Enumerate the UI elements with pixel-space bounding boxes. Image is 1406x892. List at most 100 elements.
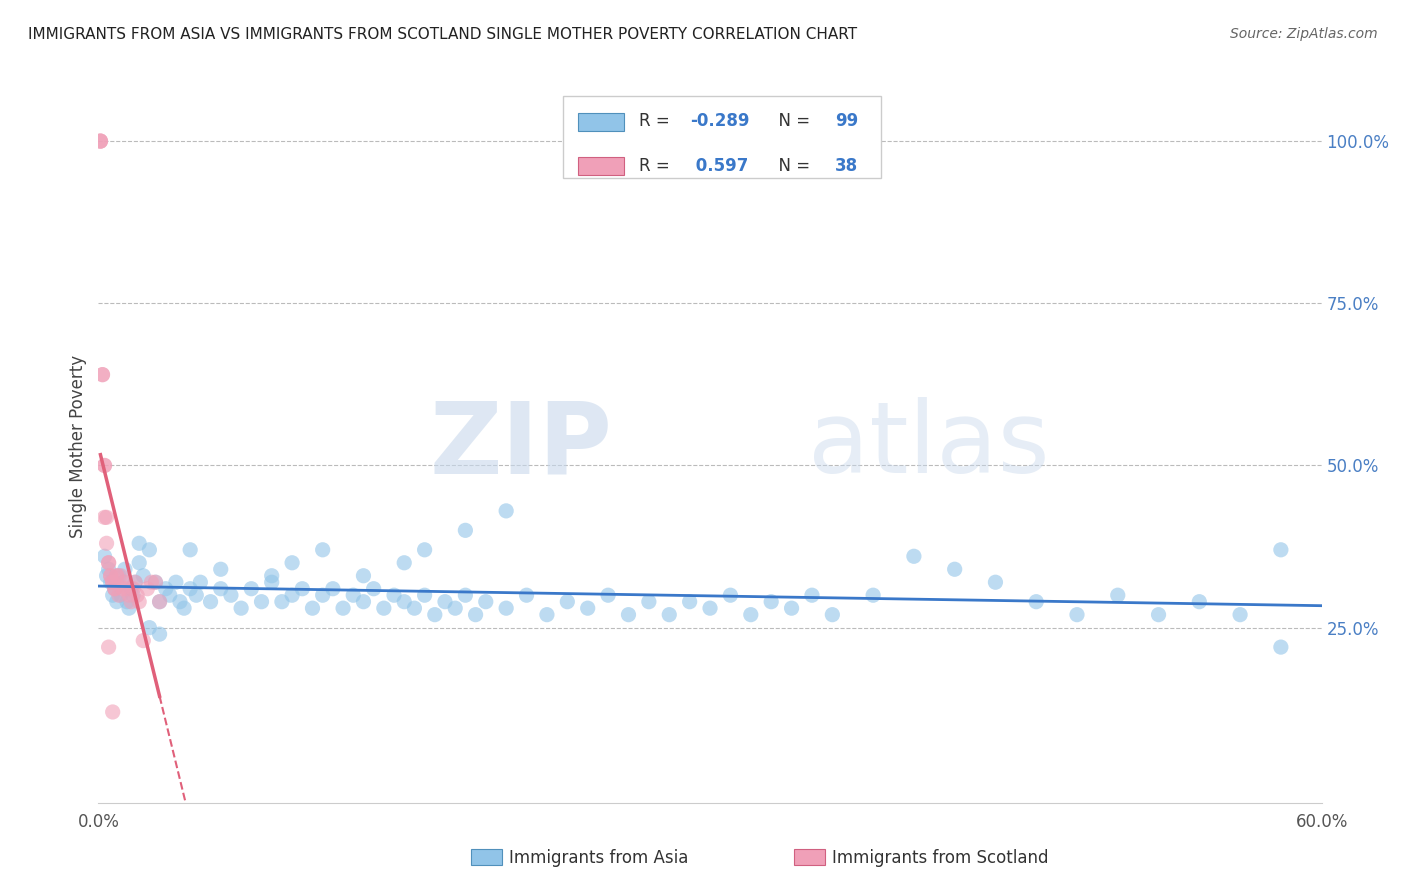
Point xyxy=(761,595,783,609)
Text: 38: 38 xyxy=(835,157,858,175)
Point xyxy=(536,607,558,622)
Point xyxy=(104,582,127,596)
Point xyxy=(89,134,111,148)
Point xyxy=(179,542,201,557)
Text: -0.289: -0.289 xyxy=(690,112,749,130)
Point xyxy=(943,562,966,576)
Point xyxy=(89,134,111,148)
Point xyxy=(122,588,145,602)
Point xyxy=(720,588,742,602)
Point xyxy=(114,575,136,590)
Point xyxy=(260,568,283,582)
Point xyxy=(108,588,131,602)
Point xyxy=(1270,542,1292,557)
Point xyxy=(291,582,314,596)
Text: IMMIGRANTS FROM ASIA VS IMMIGRANTS FROM SCOTLAND SINGLE MOTHER POVERTY CORRELATI: IMMIGRANTS FROM ASIA VS IMMIGRANTS FROM … xyxy=(28,27,858,42)
Point xyxy=(984,575,1007,590)
Point xyxy=(363,582,385,596)
Point xyxy=(101,705,124,719)
Point xyxy=(1270,640,1292,654)
Point xyxy=(260,575,283,590)
Y-axis label: Single Mother Poverty: Single Mother Poverty xyxy=(69,354,87,538)
Point xyxy=(474,595,498,609)
Point xyxy=(93,549,115,564)
Point xyxy=(342,588,364,602)
Point xyxy=(576,601,599,615)
Point xyxy=(699,601,721,615)
Point xyxy=(132,568,155,582)
Point xyxy=(598,588,620,602)
Point xyxy=(114,562,136,576)
Text: Source: ZipAtlas.com: Source: ZipAtlas.com xyxy=(1230,27,1378,41)
Point xyxy=(128,536,150,550)
Point xyxy=(169,595,191,609)
Point xyxy=(495,504,517,518)
Point xyxy=(434,595,457,609)
Point xyxy=(352,568,374,582)
Point xyxy=(352,595,374,609)
Point xyxy=(270,595,294,609)
Point xyxy=(301,601,323,615)
Point xyxy=(124,575,146,590)
Point xyxy=(404,601,426,615)
Point xyxy=(638,595,661,609)
Point xyxy=(101,588,124,602)
Point xyxy=(382,588,405,602)
Point xyxy=(159,588,181,602)
Point xyxy=(454,588,477,602)
Point xyxy=(145,575,167,590)
Point xyxy=(97,562,120,576)
Point xyxy=(118,588,141,602)
Point xyxy=(903,549,925,564)
Point xyxy=(464,607,486,622)
Point xyxy=(679,595,702,609)
Point xyxy=(100,568,122,582)
Text: Immigrants from Asia: Immigrants from Asia xyxy=(509,849,689,867)
Point xyxy=(322,582,344,596)
Point xyxy=(93,510,115,524)
Point xyxy=(740,607,762,622)
Point xyxy=(105,568,128,582)
Point xyxy=(97,556,120,570)
Point xyxy=(1107,588,1129,602)
Text: 99: 99 xyxy=(835,112,858,130)
Point xyxy=(96,568,118,582)
Point xyxy=(110,568,132,582)
Bar xyxy=(578,112,624,130)
Text: N =: N = xyxy=(768,157,815,175)
Point xyxy=(145,575,167,590)
Point xyxy=(97,556,120,570)
Point xyxy=(332,601,354,615)
Point xyxy=(115,595,138,609)
Point xyxy=(495,601,517,615)
Text: R =: R = xyxy=(640,157,675,175)
Text: 0.597: 0.597 xyxy=(690,157,749,175)
Point xyxy=(780,601,803,615)
Point xyxy=(423,607,446,622)
Point xyxy=(862,588,884,602)
Bar xyxy=(578,157,624,175)
Point xyxy=(413,542,436,557)
Point xyxy=(96,510,118,524)
Point xyxy=(100,568,122,582)
Point xyxy=(89,134,111,148)
Point xyxy=(200,595,222,609)
Point xyxy=(120,595,142,609)
Point xyxy=(108,568,131,582)
Point xyxy=(165,575,187,590)
Point xyxy=(188,575,212,590)
Point xyxy=(141,575,163,590)
Point xyxy=(122,582,145,596)
Point xyxy=(373,601,395,615)
Point xyxy=(118,601,141,615)
Point xyxy=(149,595,172,609)
Point xyxy=(557,595,579,609)
Point xyxy=(128,556,150,570)
Point xyxy=(115,582,138,596)
Point xyxy=(93,458,115,473)
Point xyxy=(444,601,467,615)
Point xyxy=(250,595,273,609)
Point xyxy=(93,458,115,473)
Point xyxy=(149,627,172,641)
Point xyxy=(105,568,128,582)
